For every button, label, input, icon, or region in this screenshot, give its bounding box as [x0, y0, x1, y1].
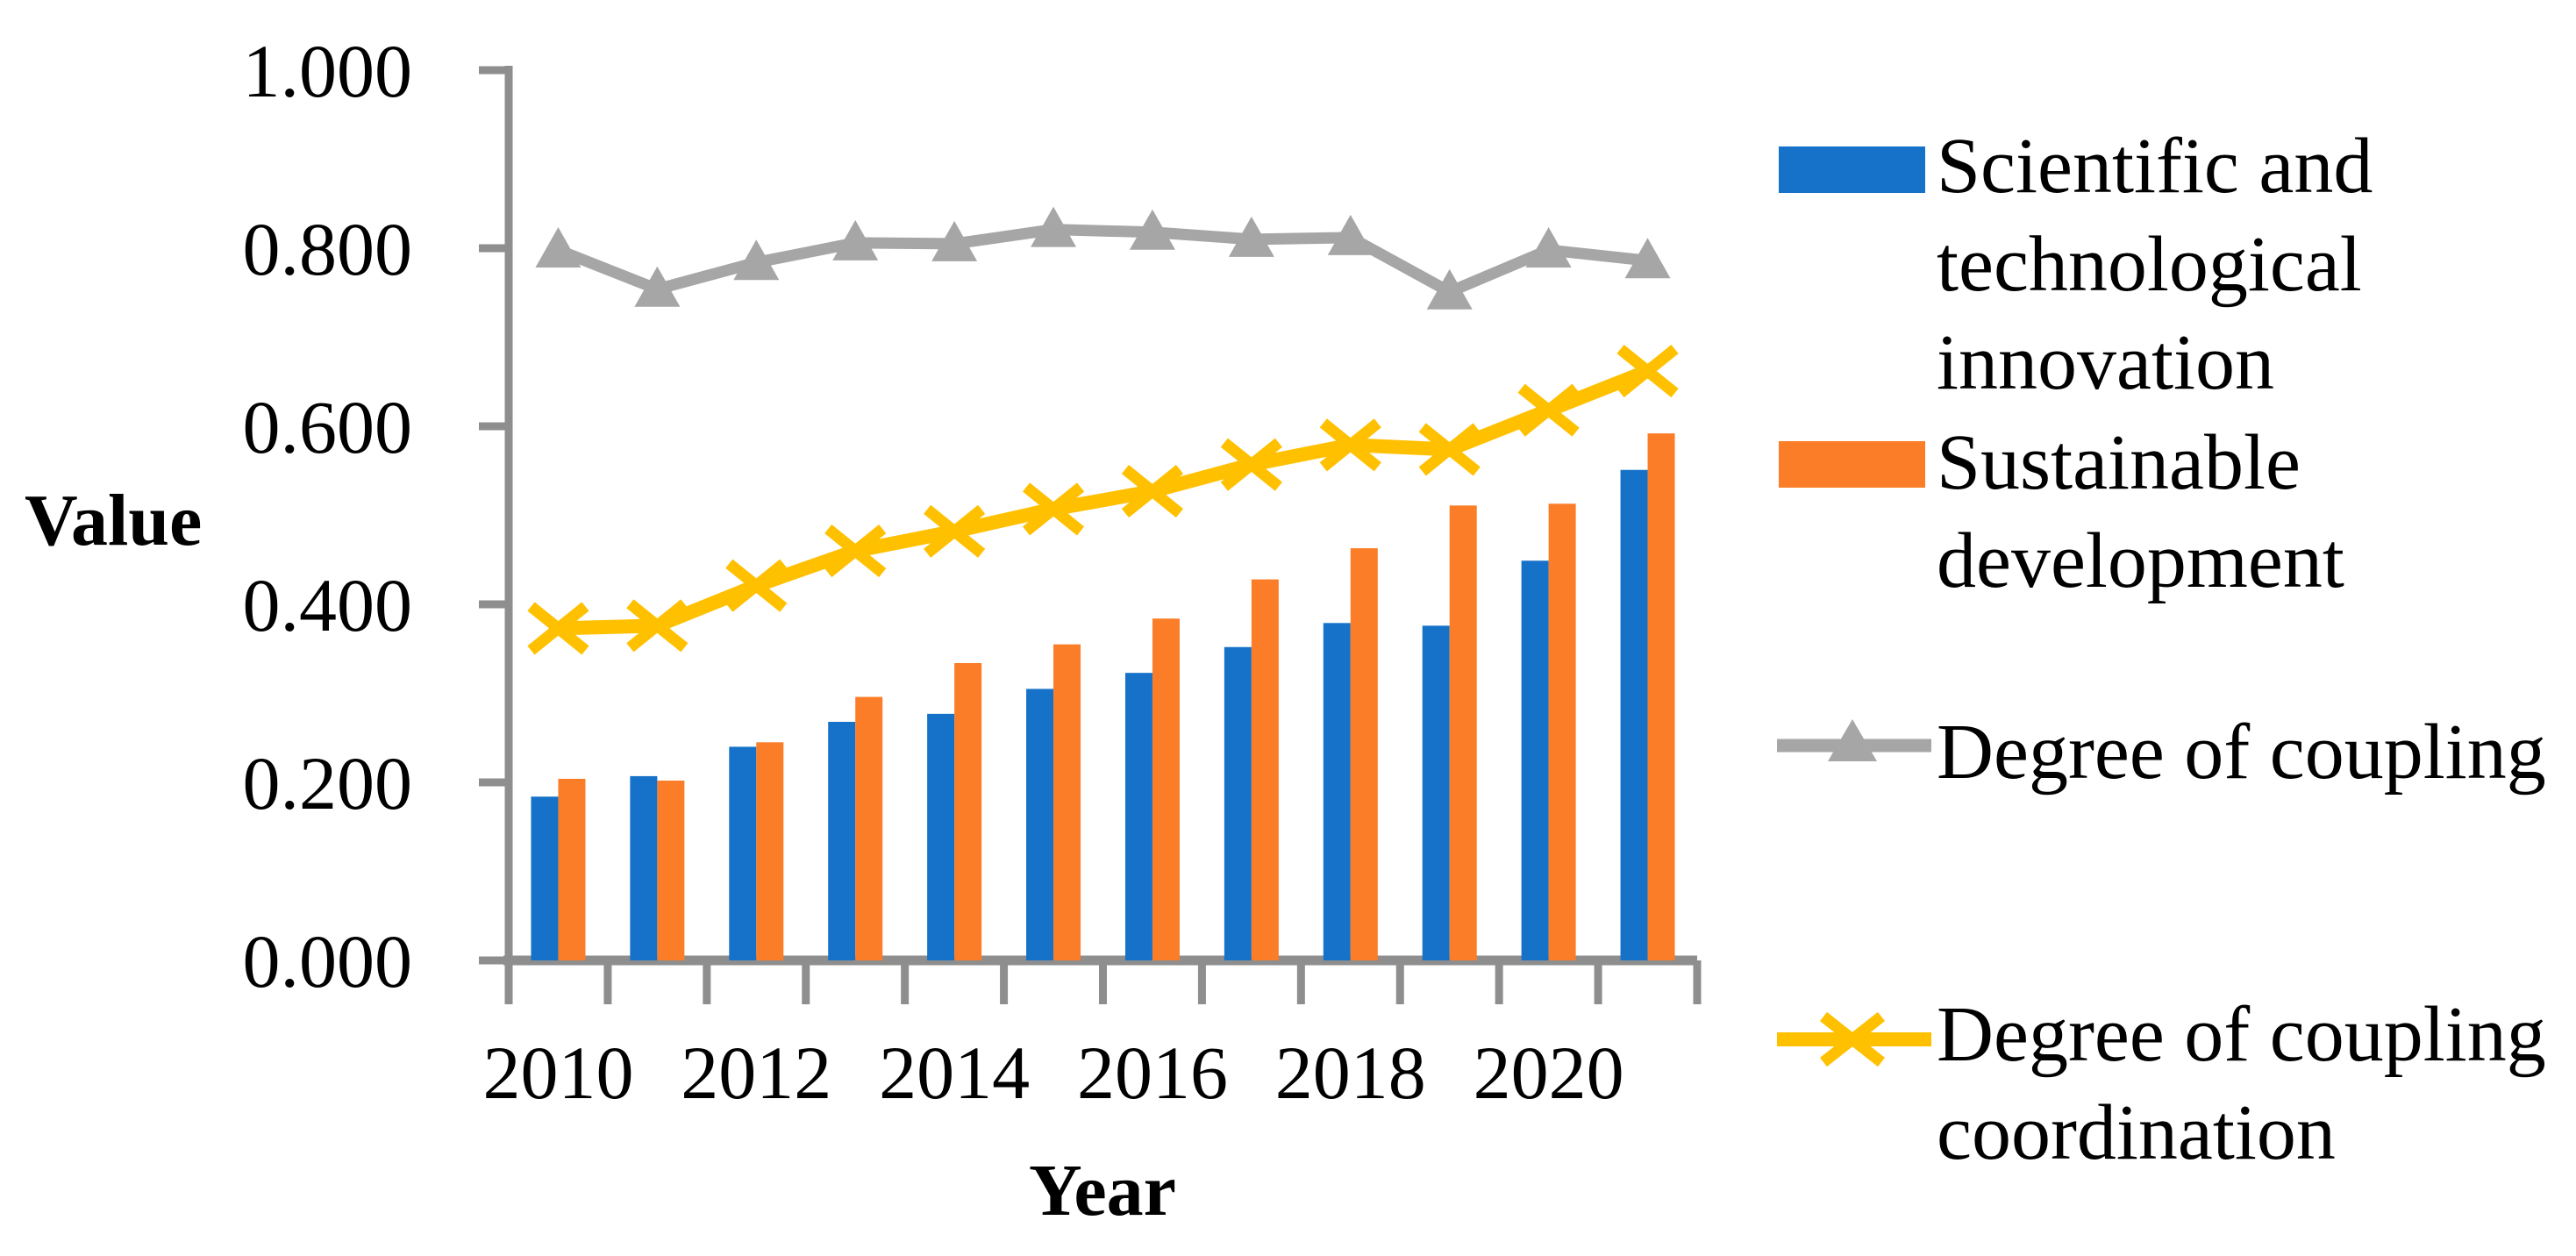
x-marker-icon [626, 599, 689, 653]
legend-swatch-sustainable-development [1779, 441, 1925, 488]
x-tick-label: 2012 [681, 1031, 831, 1115]
x-marker-icon [1418, 423, 1481, 476]
legend-label-scientific-innovation: Scientific and technological innovation [1937, 123, 2373, 406]
bar-sustainable-development-2019 [1449, 505, 1477, 960]
x-marker-icon [1022, 482, 1085, 536]
bar-scientific-innovation-2019 [1422, 625, 1450, 960]
triangle-marker-icon [931, 220, 978, 261]
y-axis-title: Value [25, 480, 203, 561]
triangle-marker-icon [1031, 206, 1077, 247]
line-degree-of-coupling [556, 224, 1649, 298]
bar-sustainable-development-2010 [558, 778, 586, 960]
legend-label-coupling-coordination: Degree of coupling coordination [1937, 991, 2546, 1176]
triangle-marker-icon [634, 266, 681, 307]
x-marker-icon [1319, 418, 1381, 472]
bar-scientific-innovation-2021 [1620, 469, 1648, 960]
legend-marker-coupling-coordination [1777, 1011, 1931, 1067]
y-tick-label: 0.200 [243, 741, 413, 825]
triangle-marker-icon [1624, 238, 1671, 279]
legend-swatch-scientific-innovation [1779, 146, 1925, 193]
triangle-marker-icon [733, 239, 780, 281]
x-marker-icon [1819, 1011, 1886, 1067]
bar-scientific-innovation-2018 [1323, 623, 1351, 960]
y-tick-label: 0.600 [243, 385, 413, 469]
x-marker-icon [1616, 345, 1679, 398]
bar-sustainable-development-2016 [1152, 618, 1180, 960]
bar-scientific-innovation-2020 [1521, 560, 1549, 960]
x-marker-icon [1819, 1011, 1886, 1067]
triangle-marker-icon [535, 227, 582, 268]
bar-scientific-innovation-2016 [1124, 673, 1152, 960]
legend-label-sustainable-development: Sustainable development [1937, 419, 2344, 604]
bar-scientific-innovation-2014 [927, 713, 955, 960]
bar-sustainable-development-2014 [954, 662, 982, 960]
x-axis-title: Year [1029, 1150, 1176, 1231]
x-marker-icon [527, 602, 589, 655]
bar-scientific-innovation-2011 [630, 775, 658, 960]
bar-sustainable-development-2012 [756, 742, 784, 960]
x-marker-icon [1517, 383, 1580, 437]
bar-sustainable-development-2013 [855, 696, 883, 960]
triangle-marker-icon [1327, 214, 1374, 255]
triangle-marker-icon [832, 219, 879, 260]
triangle-marker-icon [1228, 216, 1274, 257]
triangle-marker-icon [1525, 227, 1572, 268]
line-coupling-coordination [558, 364, 1651, 636]
x-marker-icon [924, 504, 986, 558]
y-tick-label: 0.000 [243, 919, 413, 1003]
triangle-marker-icon [1426, 268, 1473, 310]
bar-sustainable-development-2011 [657, 780, 685, 960]
x-marker-icon [725, 559, 788, 612]
legend-marker-degree-of-coupling [1777, 719, 1931, 761]
x-marker-icon [1220, 438, 1282, 491]
x-tick-label: 2016 [1077, 1031, 1228, 1115]
bar-scientific-innovation-2012 [729, 746, 757, 960]
triangle-marker-icon [1129, 209, 1175, 250]
bar-scientific-innovation-2015 [1026, 689, 1054, 960]
triangle-marker-icon [1828, 719, 1877, 761]
bar-sustainable-development-2018 [1350, 548, 1378, 960]
bar-sustainable-development-2020 [1548, 503, 1576, 960]
x-tick-label: 2020 [1474, 1031, 1624, 1115]
bar-scientific-innovation-2013 [828, 721, 856, 960]
x-tick-label: 2018 [1275, 1031, 1426, 1115]
x-marker-icon [1121, 465, 1184, 518]
x-tick-label: 2010 [482, 1031, 633, 1115]
bar-sustainable-development-2021 [1647, 433, 1675, 960]
y-tick-label: 0.400 [243, 563, 413, 647]
bar-sustainable-development-2015 [1053, 644, 1081, 960]
legend-label-degree-of-coupling: Degree of coupling [1937, 709, 2546, 796]
bar-scientific-innovation-2010 [531, 796, 559, 960]
bar-scientific-innovation-2017 [1224, 646, 1252, 960]
bar-sustainable-development-2017 [1251, 579, 1279, 960]
x-marker-icon [824, 525, 887, 578]
y-tick-label: 0.800 [243, 207, 413, 291]
chart-plot-area: 0.000 0.200 0.400 0.600 0.800 1.000 2010 2012 20… [243, 29, 1702, 1115]
y-tick-label: 1.000 [243, 29, 413, 113]
x-tick-label: 2014 [879, 1031, 1030, 1115]
